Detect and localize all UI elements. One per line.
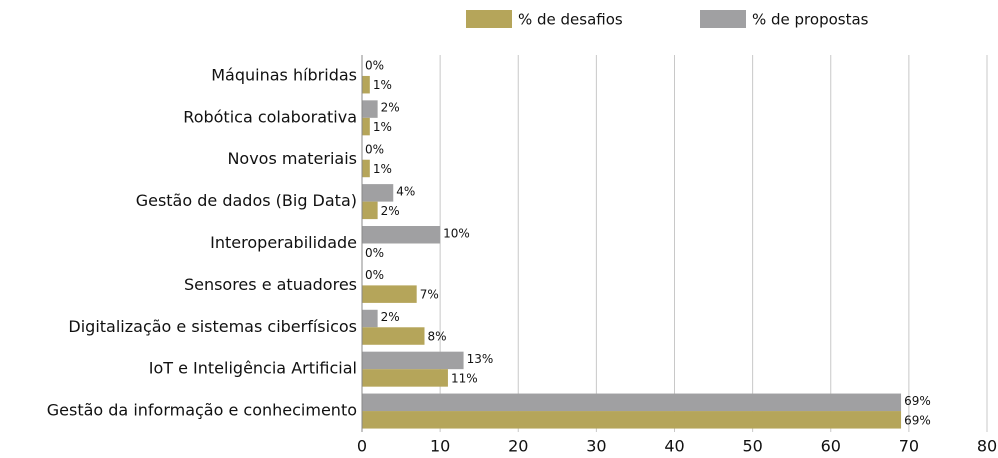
value-label: 0%	[365, 246, 384, 260]
x-tick-label: 70	[899, 437, 919, 456]
bar	[362, 159, 370, 178]
x-tick-label: 60	[821, 437, 841, 456]
bar	[362, 309, 378, 328]
x-tick-label: 50	[742, 437, 762, 456]
category-label: Digitalização e sistemas ciberfísicos	[68, 317, 357, 336]
value-label: 2%	[381, 204, 400, 218]
value-label: 69%	[904, 394, 931, 408]
value-label: 10%	[443, 226, 470, 240]
value-label: 1%	[373, 120, 392, 134]
category-label: Gestão da informação e conhecimento	[47, 401, 357, 420]
value-label: 1%	[373, 162, 392, 176]
value-label: 7%	[420, 288, 439, 302]
category-label: Gestão de dados (Big Data)	[136, 191, 357, 210]
value-label: 1%	[373, 78, 392, 92]
value-label: 4%	[396, 184, 415, 198]
value-label: 8%	[428, 330, 447, 344]
legend-swatch	[700, 10, 746, 28]
bar	[362, 351, 464, 370]
value-label: 0%	[365, 142, 384, 156]
legend-label: % de propostas	[752, 11, 869, 29]
x-tick-label: 30	[586, 437, 606, 456]
bar	[362, 393, 902, 412]
bar	[362, 75, 370, 94]
bar	[362, 327, 425, 345]
bar	[362, 100, 378, 118]
category-label: Robótica colaborativa	[183, 107, 357, 126]
x-tick-label: 80	[977, 437, 997, 456]
value-label: 2%	[381, 101, 400, 115]
x-tick-label: 10	[430, 437, 450, 456]
bar	[362, 226, 441, 244]
value-label: 2%	[381, 310, 400, 324]
legend-label: % de desafios	[518, 11, 623, 29]
value-label: 0%	[365, 268, 384, 282]
bar	[362, 285, 417, 303]
x-tick-label: 40	[664, 437, 684, 456]
bar	[362, 369, 448, 387]
value-label: 13%	[467, 352, 494, 366]
x-tick-label: 0	[357, 437, 367, 456]
x-tick-label: 20	[508, 437, 528, 456]
category-label: Novos materiais	[227, 149, 357, 168]
category-label: Sensores e atuadores	[184, 275, 357, 294]
value-label: 11%	[451, 371, 478, 385]
category-label: IoT e Inteligência Artificial	[149, 359, 357, 378]
value-label: 0%	[365, 59, 384, 73]
category-label: Máquinas híbridas	[211, 65, 357, 84]
category-label: Interoperabilidade	[210, 233, 357, 252]
value-label: 69%	[904, 413, 931, 427]
legend-swatch	[466, 10, 512, 28]
bar	[362, 184, 394, 202]
bar	[362, 411, 902, 429]
bar	[362, 117, 370, 136]
bar	[362, 201, 378, 220]
